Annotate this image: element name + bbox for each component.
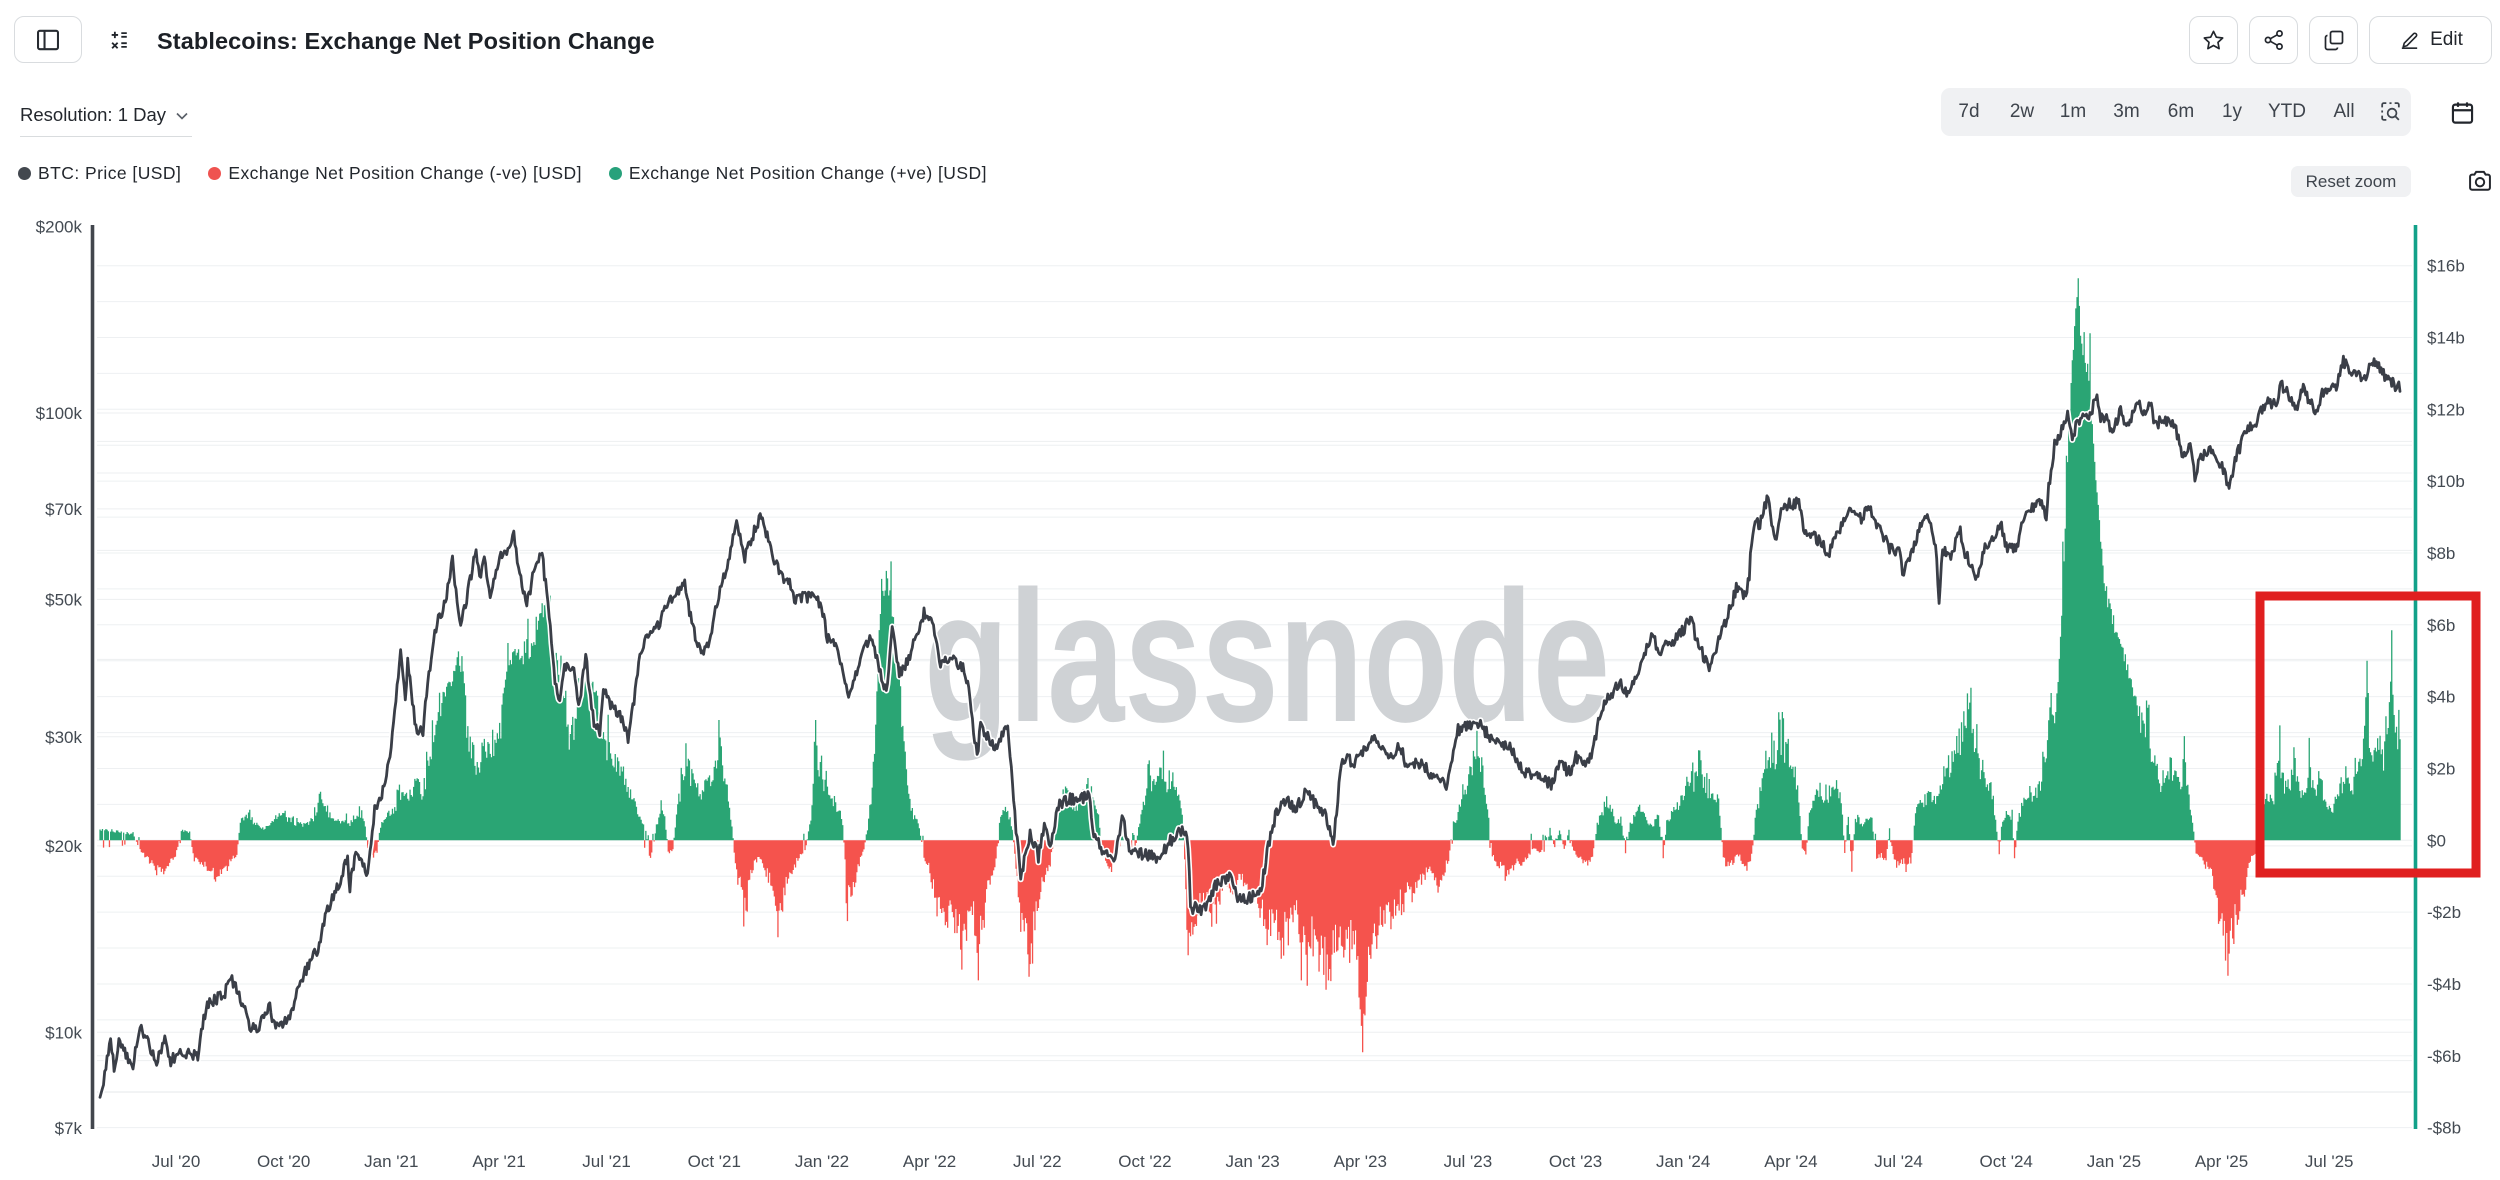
svg-text:-$2b: -$2b: [2427, 903, 2461, 922]
svg-text:$100k: $100k: [36, 404, 83, 423]
svg-text:Jan '23: Jan '23: [1225, 1152, 1279, 1171]
svg-text:Apr '24: Apr '24: [1764, 1152, 1817, 1171]
svg-text:Oct '21: Oct '21: [688, 1152, 741, 1171]
svg-text:glassnode: glassnode: [924, 552, 1610, 761]
svg-text:$2b: $2b: [2427, 760, 2455, 779]
svg-text:-$6b: -$6b: [2427, 1047, 2461, 1066]
svg-text:Apr '25: Apr '25: [2195, 1152, 2248, 1171]
svg-text:$10b: $10b: [2427, 472, 2465, 491]
svg-text:Jan '21: Jan '21: [364, 1152, 418, 1171]
svg-text:Oct '20: Oct '20: [257, 1152, 310, 1171]
svg-text:-$4b: -$4b: [2427, 975, 2461, 994]
svg-text:Apr '23: Apr '23: [1334, 1152, 1387, 1171]
svg-text:$200k: $200k: [36, 218, 83, 237]
svg-text:Jan '25: Jan '25: [2087, 1152, 2141, 1171]
svg-text:Jul '25: Jul '25: [2305, 1152, 2354, 1171]
svg-text:$6b: $6b: [2427, 616, 2455, 635]
svg-text:Jul '24: Jul '24: [1874, 1152, 1923, 1171]
svg-text:$20k: $20k: [45, 837, 82, 856]
svg-text:$70k: $70k: [45, 500, 82, 519]
svg-text:Oct '22: Oct '22: [1118, 1152, 1171, 1171]
svg-text:Oct '23: Oct '23: [1549, 1152, 1602, 1171]
svg-text:Jul '22: Jul '22: [1013, 1152, 1062, 1171]
svg-text:$30k: $30k: [45, 728, 82, 747]
svg-text:Oct '24: Oct '24: [1980, 1152, 2033, 1171]
svg-text:$0: $0: [2427, 831, 2446, 850]
svg-text:$14b: $14b: [2427, 329, 2465, 348]
svg-text:$12b: $12b: [2427, 400, 2465, 419]
svg-text:Jul '21: Jul '21: [582, 1152, 631, 1171]
svg-text:$10k: $10k: [45, 1023, 82, 1042]
svg-text:$8b: $8b: [2427, 544, 2455, 563]
svg-text:Jul '20: Jul '20: [152, 1152, 201, 1171]
svg-text:Jan '24: Jan '24: [1656, 1152, 1710, 1171]
svg-text:$50k: $50k: [45, 590, 82, 609]
svg-text:$7k: $7k: [55, 1119, 83, 1138]
svg-text:Apr '21: Apr '21: [472, 1152, 525, 1171]
svg-text:$16b: $16b: [2427, 257, 2465, 276]
svg-text:Jul '23: Jul '23: [1444, 1152, 1493, 1171]
svg-text:-$8b: -$8b: [2427, 1119, 2461, 1138]
svg-text:Jan '22: Jan '22: [795, 1152, 849, 1171]
svg-text:$4b: $4b: [2427, 688, 2455, 707]
svg-text:Apr '22: Apr '22: [903, 1152, 956, 1171]
